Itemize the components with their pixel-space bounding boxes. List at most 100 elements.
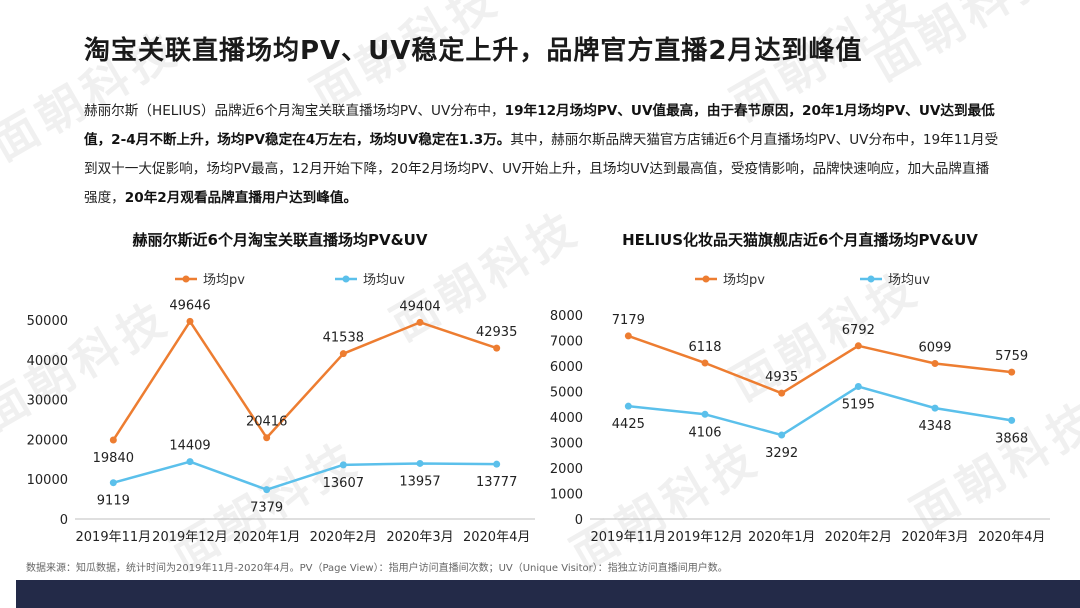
data-point-pv xyxy=(109,436,117,444)
data-point-pv xyxy=(701,359,709,367)
data-label-pv: 6118 xyxy=(688,340,721,355)
x-tick-label: 2020年2月 xyxy=(310,530,377,545)
data-point-uv xyxy=(1008,416,1016,424)
series-line-pv xyxy=(627,334,1012,395)
data-label-uv: 13777 xyxy=(476,475,517,490)
legend-label-uv: 场均uv xyxy=(888,273,930,288)
desc-bold-1: 19年12月场均PV、UV值最高，由于春节原因，20年1月场均PV、UV达到最低… xyxy=(84,103,995,148)
data-point-pv xyxy=(778,389,786,397)
legend-label-pv: 场均pv xyxy=(203,273,245,288)
data-label-uv: 4425 xyxy=(612,417,645,432)
y-tick-label: 0 xyxy=(575,513,583,528)
chart-title: 赫丽尔斯近6个月淘宝关联直播场均PV&UV xyxy=(133,231,428,249)
x-tick-label: 2020年4月 xyxy=(978,530,1045,545)
legend-label-pv: 场均pv xyxy=(723,273,765,288)
data-point-pv xyxy=(339,350,347,358)
data-point-uv xyxy=(263,486,271,494)
data-point-uv xyxy=(854,383,862,391)
series-line-uv xyxy=(113,460,497,491)
chart-right: HELIUS化妆品天猫旗舰店近6个月直播场均PV&UV 场均pv 场均uv 0 1000… xyxy=(545,228,1065,557)
series-line-uv xyxy=(628,385,1012,437)
data-label-pv: 42935 xyxy=(476,325,517,340)
desc-text-2: 其中，赫丽尔斯品牌天猫官方店铺近6个月直播场均PV、UV分布中，19年11月受到… xyxy=(84,132,999,206)
y-tick-label: 3000 xyxy=(550,437,583,452)
x-tick-label: 2019年12月 xyxy=(152,530,228,545)
data-point-pv xyxy=(493,344,501,352)
data-label-pv: 7179 xyxy=(612,313,645,328)
data-label-pv: 20416 xyxy=(246,415,287,430)
data-point-uv xyxy=(339,461,347,469)
y-tick-label: 20000 xyxy=(27,433,68,448)
data-label-uv: 14409 xyxy=(169,439,210,454)
y-tick-label: 7000 xyxy=(550,335,583,350)
data-label-pv: 4935 xyxy=(765,370,798,385)
x-tick-label: 2020年1月 xyxy=(233,530,300,545)
y-tick-label: 5000 xyxy=(550,386,583,401)
data-point-pv xyxy=(1008,368,1016,376)
legend-marker-pv xyxy=(182,275,190,283)
data-point-pv xyxy=(186,317,194,325)
data-point-pv xyxy=(624,332,632,340)
footer-bar xyxy=(16,580,1080,608)
data-point-uv xyxy=(778,431,786,439)
x-tick-label: 2020年4月 xyxy=(463,530,530,545)
legend-marker-uv xyxy=(342,275,350,283)
y-tick-label: 10000 xyxy=(27,473,68,488)
data-label-pv: 49404 xyxy=(399,299,440,314)
data-label-uv: 7379 xyxy=(250,501,283,516)
data-label-uv: 4348 xyxy=(918,419,951,434)
data-point-uv xyxy=(624,402,632,410)
data-label-pv: 41538 xyxy=(323,331,364,346)
data-label-uv: 5195 xyxy=(842,398,875,413)
legend-label-uv: 场均uv xyxy=(363,273,405,288)
data-label-uv: 3868 xyxy=(995,431,1028,446)
data-point-pv xyxy=(854,342,862,350)
description-paragraph: 赫丽尔斯（HELIUS）品牌近6个月淘宝关联直播场均PV、UV分布中，19年12… xyxy=(84,97,999,213)
x-tick-label: 2020年3月 xyxy=(901,530,968,545)
data-label-uv: 13607 xyxy=(323,476,364,491)
data-point-pv xyxy=(416,318,424,326)
watermark-text: 面朝科技 xyxy=(861,0,1070,91)
y-tick-label: 50000 xyxy=(27,314,68,329)
y-tick-label: 30000 xyxy=(27,394,68,409)
desc-text-1: 赫丽尔斯（HELIUS）品牌近6个月淘宝关联直播场均PV、UV分布中， xyxy=(84,103,505,119)
data-point-uv xyxy=(493,460,501,468)
data-point-uv xyxy=(109,479,117,487)
data-label-uv: 13957 xyxy=(399,474,440,489)
x-tick-label: 2020年2月 xyxy=(825,530,892,545)
page-title: 淘宝关联直播场均PV、UV稳定上升，品牌官方直播2月达到峰值 xyxy=(84,36,863,66)
chart-right-svg: HELIUS化妆品天猫旗舰店近6个月直播场均PV&UV 场均pv 场均uv 0 1000… xyxy=(550,231,1050,545)
x-tick-label: 2019年11月 xyxy=(76,530,152,545)
x-tick-label: 2019年12月 xyxy=(667,530,743,545)
chart-left-svg: 赫丽尔斯近6个月淘宝关联直播场均PV&UV 场均pv 场均uv 0 10000 20000… xyxy=(27,231,535,545)
y-tick-label: 0 xyxy=(60,513,68,528)
y-tick-label: 4000 xyxy=(550,411,583,426)
data-label-pv: 6099 xyxy=(918,340,951,355)
x-tick-label: 2020年3月 xyxy=(386,530,453,545)
x-tick-label: 2020年1月 xyxy=(748,530,815,545)
data-point-uv xyxy=(701,410,709,418)
data-source-note: 数据来源：知瓜数据，统计时间为2019年11月-2020年4月。PV（Page … xyxy=(26,563,728,574)
y-tick-label: 8000 xyxy=(550,309,583,324)
x-tick-label: 2019年11月 xyxy=(591,530,667,545)
data-label-pv: 49646 xyxy=(169,298,210,313)
data-label-uv: 4106 xyxy=(688,425,721,440)
data-label-uv: 9119 xyxy=(97,494,130,509)
y-tick-label: 40000 xyxy=(27,354,68,369)
data-point-uv xyxy=(931,404,939,412)
series-line-pv xyxy=(112,320,498,441)
data-point-uv xyxy=(186,458,194,466)
data-point-uv xyxy=(416,459,424,467)
chart-left: 赫丽尔斯近6个月淘宝关联直播场均PV&UV 场均pv 场均uv 0 10000 20000… xyxy=(20,228,540,557)
y-tick-label: 2000 xyxy=(550,462,583,477)
data-point-pv xyxy=(931,359,939,367)
data-label-pv: 5759 xyxy=(995,349,1028,364)
y-tick-label: 6000 xyxy=(550,360,583,375)
chart-title: HELIUS化妆品天猫旗舰店近6个月直播场均PV&UV xyxy=(622,231,978,249)
y-tick-label: 1000 xyxy=(550,488,583,503)
data-label-pv: 19840 xyxy=(93,451,134,466)
data-point-pv xyxy=(263,434,271,442)
legend-marker-uv xyxy=(867,275,875,283)
desc-bold-2: 20年2月观看品牌直播用户达到峰值。 xyxy=(124,190,358,206)
data-label-uv: 3292 xyxy=(765,446,798,461)
